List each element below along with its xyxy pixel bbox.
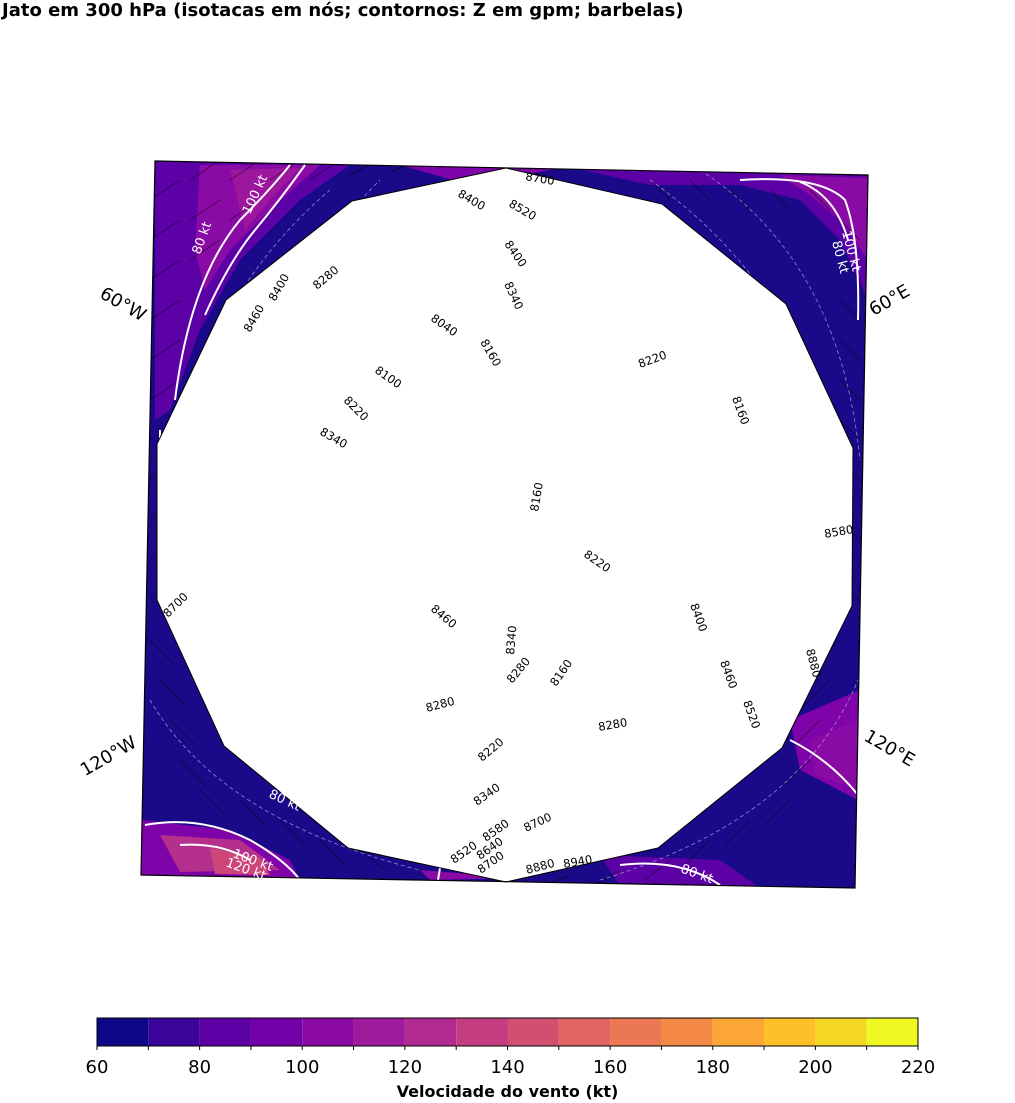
colorbar-swatch: [764, 1018, 816, 1046]
data-gap: [156, 167, 854, 883]
colorbar-label: Velocidade do vento (kt): [396, 1082, 619, 1101]
colorbar-swatches: [97, 1018, 918, 1046]
colorbar-tick-label: 180: [695, 1057, 730, 1078]
colorbar-swatch: [507, 1018, 559, 1046]
contour-label: 8580: [823, 522, 854, 541]
colorbar-tick-label: 120: [387, 1057, 423, 1078]
colorbar-swatch: [866, 1018, 918, 1046]
contour-label: 8160: [527, 481, 546, 512]
colorbar-tick-label: 100: [285, 1057, 320, 1078]
colorbar-swatch: [302, 1018, 354, 1046]
contour-label: 8340: [503, 625, 519, 655]
contour-label: 8700: [524, 169, 555, 188]
colorbar-tick-label: 80: [188, 1057, 212, 1078]
colorbar-swatch: [456, 1018, 508, 1046]
colorbar-swatch: [97, 1018, 149, 1046]
colorbar-swatch: [353, 1018, 405, 1046]
colorbar-tick-label: 160: [592, 1057, 628, 1078]
colorbar-swatch: [199, 1018, 251, 1046]
contour-label: 8280: [597, 715, 628, 734]
map-frame: [140, 160, 869, 889]
colorbar-swatch: [661, 1018, 713, 1046]
colorbar-swatch: [250, 1018, 303, 1046]
colorbar-swatch: [815, 1018, 867, 1046]
colorbar-swatch: [610, 1018, 662, 1046]
colorbar-swatch: [404, 1018, 457, 1046]
colorbar-tick-label: 200: [798, 1057, 833, 1078]
contour-label: 8940: [562, 852, 593, 871]
colorbar-tick-label: 60: [85, 1057, 109, 1078]
colorbar-tick-label: 220: [900, 1057, 936, 1078]
colorbar-tick-label: 140: [490, 1057, 525, 1078]
colorbar-swatch: [712, 1018, 765, 1046]
colorbar-swatch: [558, 1018, 611, 1046]
map-title: Jato em 300 hPa (isotacas em nós; contor…: [2, 0, 684, 21]
colorbar-swatch: [148, 1018, 200, 1046]
